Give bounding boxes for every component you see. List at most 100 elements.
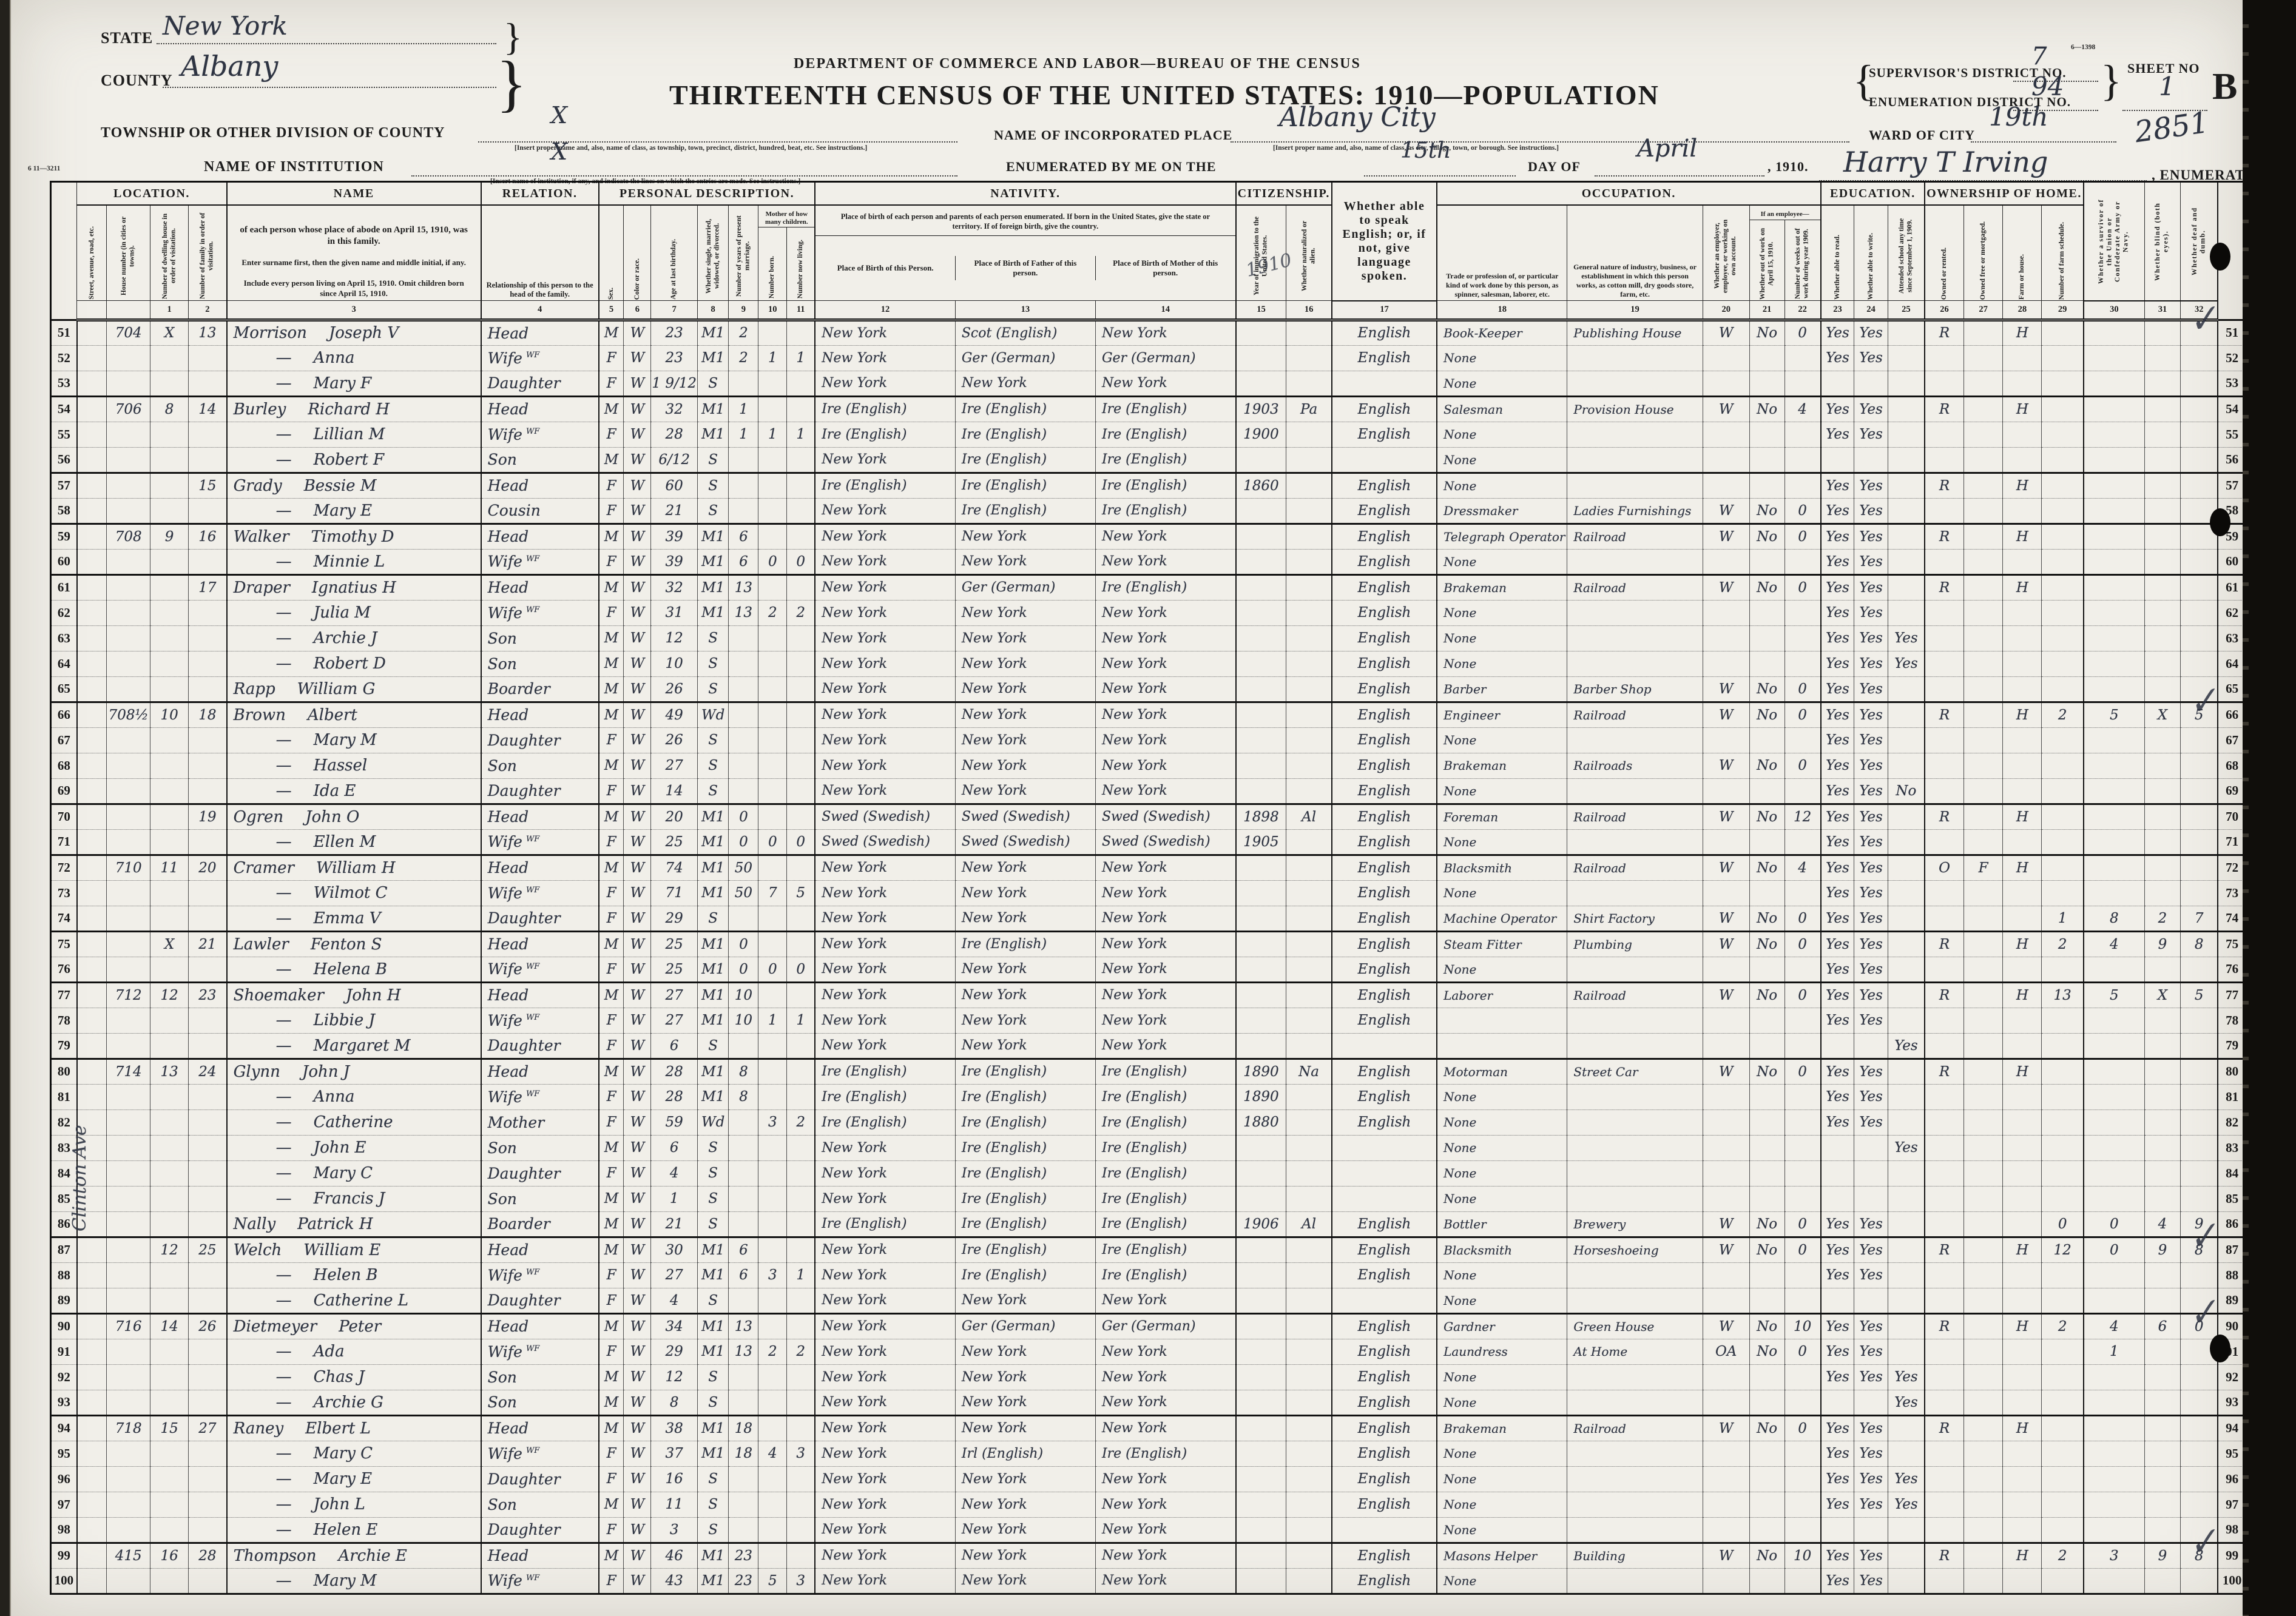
cell-name: Burley Richard H (226, 396, 481, 422)
cell-sv: 1 (2082, 1339, 2145, 1364)
line-number-right: 88 (2217, 1262, 2247, 1288)
cell-na: Al (1286, 1211, 1332, 1237)
cell-of (1963, 549, 2003, 574)
cell-of (1963, 1364, 2003, 1390)
cell-ag: 4 (650, 1288, 698, 1313)
cell-wr: Yes (1854, 1441, 1888, 1466)
cell-cl: W (623, 549, 651, 574)
cell-ind: Barber Shop (1567, 676, 1703, 702)
cell-na (1286, 549, 1332, 574)
cell-sc: Yes (1887, 1390, 1925, 1415)
cell-iy (1235, 1543, 1286, 1568)
cell-rd: Yes (1820, 880, 1854, 906)
form-number-left: 6 11—3211 (28, 165, 61, 172)
cell-wk (1784, 1492, 1821, 1517)
cell-pb: New York (814, 1390, 956, 1415)
cell-name: — Mary C (226, 1441, 481, 1466)
line-number: 71 (50, 829, 78, 855)
cell-mb: Ire (English) (1095, 498, 1236, 524)
cell-df (2180, 1186, 2218, 1211)
cell-fb: New York (954, 753, 1096, 778)
cell-wk (1784, 345, 1821, 371)
cell-rd (1820, 1186, 1854, 1211)
cell-tr: Brakeman (1436, 753, 1567, 778)
cell-ym (728, 1466, 758, 1492)
cell-hn (106, 957, 150, 982)
cell-name: — Mary E (226, 1466, 481, 1492)
cell-wr: Yes (1854, 778, 1888, 804)
cell-rd: Yes (1820, 676, 1854, 702)
head-dwelling: Number of dwelling house in order of vis… (150, 204, 189, 301)
cell-of (1963, 1033, 2003, 1059)
person-row: 68— Hassel Son M W 27 S New York New York New Yor… (50, 753, 2247, 778)
cell-of (1963, 1008, 2003, 1033)
film-edge (2243, 0, 2296, 1616)
cell-ms: S (697, 371, 729, 396)
cell-hn (106, 880, 150, 906)
col-number-rel: 4 (480, 300, 599, 322)
cell-ag: 21 (650, 1211, 698, 1237)
cell-bl (2144, 1160, 2181, 1186)
cell-wr (1854, 1160, 1888, 1186)
cell-fs (2041, 1517, 2084, 1543)
cell-fs (2041, 320, 2084, 345)
cell-tr: Laundress (1436, 1339, 1567, 1364)
cell-emp: W (1702, 804, 1750, 829)
line-number: 79 (50, 1033, 78, 1059)
cell-wk: 10 (1784, 1543, 1821, 1568)
cell-name: Grady Bessie M (226, 473, 481, 498)
cell-ms: Wd (697, 1109, 729, 1135)
cell-dw (150, 727, 189, 753)
cell-en (1331, 1186, 1437, 1211)
person-row: 80 714 13 24 Glynn John J Head M W 28 M1 8 Ire (Engl… (50, 1059, 2247, 1084)
cell-ag: 4 (650, 1160, 698, 1186)
cell-nb: 1 (758, 345, 787, 371)
cell-ow (1749, 778, 1785, 804)
cell-ind (1567, 1262, 1703, 1288)
cell-dw (150, 880, 189, 906)
cell-fh: H (2002, 1543, 2042, 1568)
cell-ym (728, 1364, 758, 1390)
cell-wr: Yes (1854, 1237, 1888, 1262)
cell-sc (1887, 1211, 1925, 1237)
cell-wr: Yes (1854, 498, 1888, 524)
cell-sv (2082, 625, 2145, 651)
cell-sc (1887, 855, 1925, 880)
cell-hn: 708 (106, 524, 150, 549)
cell-ms: S (697, 753, 729, 778)
cell-oh (1924, 1084, 1964, 1109)
line-number: 80 (50, 1059, 78, 1084)
cell-st (76, 855, 107, 880)
cell-bl (2144, 473, 2181, 498)
sheet-letter: B (2212, 66, 2238, 107)
cell-dw (150, 1492, 189, 1517)
person-row: 53— Mary F Daughter F W 1 9/12 S New York New Yo… (50, 371, 2247, 396)
cell-tr (1436, 1033, 1567, 1059)
cell-st (76, 1364, 107, 1390)
cell-tr: Telegraph Operator (1436, 524, 1567, 549)
cell-wk (1784, 422, 1821, 447)
head-street: Street, avenue, road, etc. (76, 204, 107, 301)
cell-fs (2041, 345, 2084, 371)
line-number: 91 (50, 1339, 78, 1364)
cell-oh (1924, 1390, 1964, 1415)
cell-sc (1887, 345, 1925, 371)
cell-ms: S (697, 778, 729, 804)
cell-iy (1235, 855, 1286, 880)
cell-df (2180, 625, 2218, 651)
cell-en: English (1331, 1492, 1437, 1517)
cell-nl (786, 1160, 815, 1186)
cell-wk: 12 (1784, 804, 1821, 829)
cell-name: — Archie G (226, 1390, 481, 1415)
line-number: 90 (50, 1313, 78, 1339)
cell-fs (2041, 753, 2084, 778)
cell-wr (1854, 371, 1888, 396)
cell-sv (2082, 396, 2145, 422)
cell-mb: New York (1095, 1390, 1236, 1415)
line-number-right: 75 (2217, 931, 2247, 957)
cell-mb: Ire (English) (1095, 574, 1236, 600)
cell-tr: Steam Fitter (1436, 931, 1567, 957)
cell-wk: 4 (1784, 396, 1821, 422)
cell-fh (2002, 1568, 2042, 1594)
cell-bl (2144, 1008, 2181, 1033)
